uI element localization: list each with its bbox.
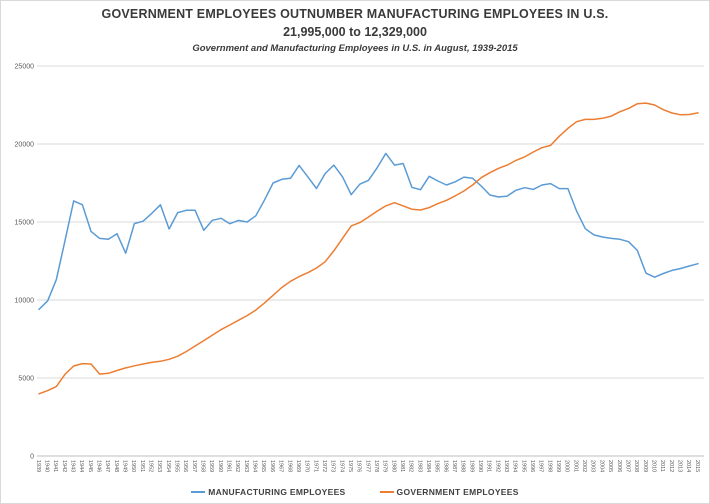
- x-tick-label: 1997: [538, 460, 544, 472]
- x-tick-label: 1986: [442, 460, 448, 472]
- chart-legend: MANUFACTURING EMPLOYEES GOVERNMENT EMPLO…: [1, 487, 709, 497]
- x-tick-label: 1990: [477, 460, 483, 472]
- x-tick-label: 1975: [347, 460, 353, 472]
- x-tick-label: 1941: [52, 460, 58, 472]
- x-tick-label: 2004: [598, 460, 604, 472]
- x-tick-label: 1967: [278, 460, 284, 472]
- x-tick-label: 1994: [512, 460, 518, 472]
- x-tick-label: 1945: [87, 460, 93, 472]
- x-tick-label: 1947: [104, 460, 110, 472]
- x-tick-label: 1976: [356, 460, 362, 472]
- x-tick-label: 2007: [624, 460, 630, 472]
- legend-label-manufacturing: MANUFACTURING EMPLOYEES: [208, 487, 346, 497]
- x-tick-label: 2011: [659, 460, 665, 472]
- government-employees-line: [38, 102, 699, 395]
- x-tick-label: 1957: [191, 460, 197, 472]
- x-tick-label: 1980: [390, 460, 396, 472]
- x-tick-label: 1955: [174, 460, 180, 472]
- x-tick-label: 1943: [70, 460, 76, 472]
- x-tick-label: 1981: [399, 460, 405, 472]
- x-tick-label: 1978: [373, 460, 379, 472]
- x-tick-label: 1948: [113, 460, 119, 472]
- y-tick-label: 5000: [18, 376, 34, 383]
- x-tick-label: 2015: [694, 460, 700, 472]
- manufacturing-line-swatch: [191, 491, 206, 493]
- x-tick-label: 1953: [156, 460, 162, 472]
- x-tick-label: 1985: [434, 460, 440, 472]
- x-tick-label: 1995: [520, 460, 526, 472]
- x-tick-label: 1972: [321, 460, 327, 472]
- x-tick-label: 2012: [668, 460, 674, 472]
- x-tick-label: 1998: [546, 460, 552, 472]
- x-tick-label: 1951: [139, 460, 145, 472]
- y-tick-label: 10000: [15, 298, 35, 305]
- x-tick-label: 1971: [312, 460, 318, 472]
- x-tick-label: 2013: [677, 460, 683, 472]
- x-tick-label: 1956: [182, 460, 188, 472]
- x-tick-label: 2014: [685, 460, 691, 472]
- x-tick-label: 1996: [529, 460, 535, 472]
- x-tick-label: 1962: [234, 460, 240, 472]
- x-tick-label: 1984: [425, 460, 431, 472]
- x-tick-label: 1940: [44, 460, 50, 472]
- x-tick-label: 2001: [572, 460, 578, 472]
- x-tick-label: 1964: [252, 460, 258, 472]
- x-tick-label: 2005: [607, 460, 613, 472]
- y-axis-tick-labels: 0 5000 10000 15000 20000 25000: [15, 64, 35, 461]
- x-tick-label: 2008: [633, 460, 639, 472]
- x-tick-label: 1968: [286, 460, 292, 472]
- legend-item-manufacturing: MANUFACTURING EMPLOYEES: [191, 487, 345, 497]
- x-tick-label: 1969: [295, 460, 301, 472]
- x-tick-label: 1952: [148, 460, 154, 472]
- x-tick-label: 2009: [642, 460, 648, 472]
- x-tick-label: 1963: [243, 460, 249, 472]
- x-tick-label: 1973: [330, 460, 336, 472]
- x-tick-label: 1950: [130, 460, 136, 472]
- x-axis-tick-labels: 1939 1940 1941 1942 1943 1944 1945 1946 1947 1948…: [35, 460, 700, 472]
- legend-item-government: GOVERNMENT EMPLOYEES: [379, 487, 519, 497]
- x-tick-label: 1954: [165, 460, 171, 472]
- x-tick-label: 2010: [650, 460, 656, 472]
- x-tick-label: 2002: [581, 460, 587, 472]
- x-tick-label: 1977: [364, 460, 370, 472]
- x-tick-label: 1958: [200, 460, 206, 472]
- x-tick-label: 1961: [226, 460, 232, 472]
- x-tick-label: 1993: [503, 460, 509, 472]
- y-tick-label: 20000: [15, 142, 35, 149]
- x-tick-label: 1942: [61, 460, 67, 472]
- government-line-swatch: [379, 491, 394, 493]
- x-tick-label: 2000: [564, 460, 570, 472]
- y-tick-label: 25000: [15, 64, 35, 71]
- x-tick-label: 1970: [304, 460, 310, 472]
- manufacturing-employees-line: [38, 152, 699, 311]
- legend-label-government: GOVERNMENT EMPLOYEES: [396, 487, 519, 497]
- x-tick-label: 1988: [460, 460, 466, 472]
- x-tick-label: 2003: [590, 460, 596, 472]
- x-tick-label: 1944: [78, 460, 84, 472]
- x-tick-label: 1989: [468, 460, 474, 472]
- x-tick-label: 1979: [382, 460, 388, 472]
- y-tick-label: 15000: [15, 220, 35, 227]
- x-tick-label: 1999: [555, 460, 561, 472]
- x-tick-label: 1959: [208, 460, 214, 472]
- x-tick-label: 1960: [217, 460, 223, 472]
- x-tick-label: 1992: [494, 460, 500, 472]
- x-tick-label: 1939: [35, 460, 41, 472]
- x-tick-label: 1966: [269, 460, 275, 472]
- x-tick-label: 2006: [616, 460, 622, 472]
- x-tick-label: 1949: [122, 460, 128, 472]
- y-tick-label: 0: [30, 454, 34, 461]
- x-tick-label: 1991: [486, 460, 492, 472]
- x-tick-label: 1987: [451, 460, 457, 472]
- x-tick-label: 1982: [408, 460, 414, 472]
- x-tick-label: 1946: [96, 460, 102, 472]
- x-tick-label: 1974: [338, 460, 344, 472]
- gridlines: [37, 65, 704, 457]
- x-tick-label: 1983: [416, 460, 422, 472]
- x-tick-label: 1965: [260, 460, 266, 472]
